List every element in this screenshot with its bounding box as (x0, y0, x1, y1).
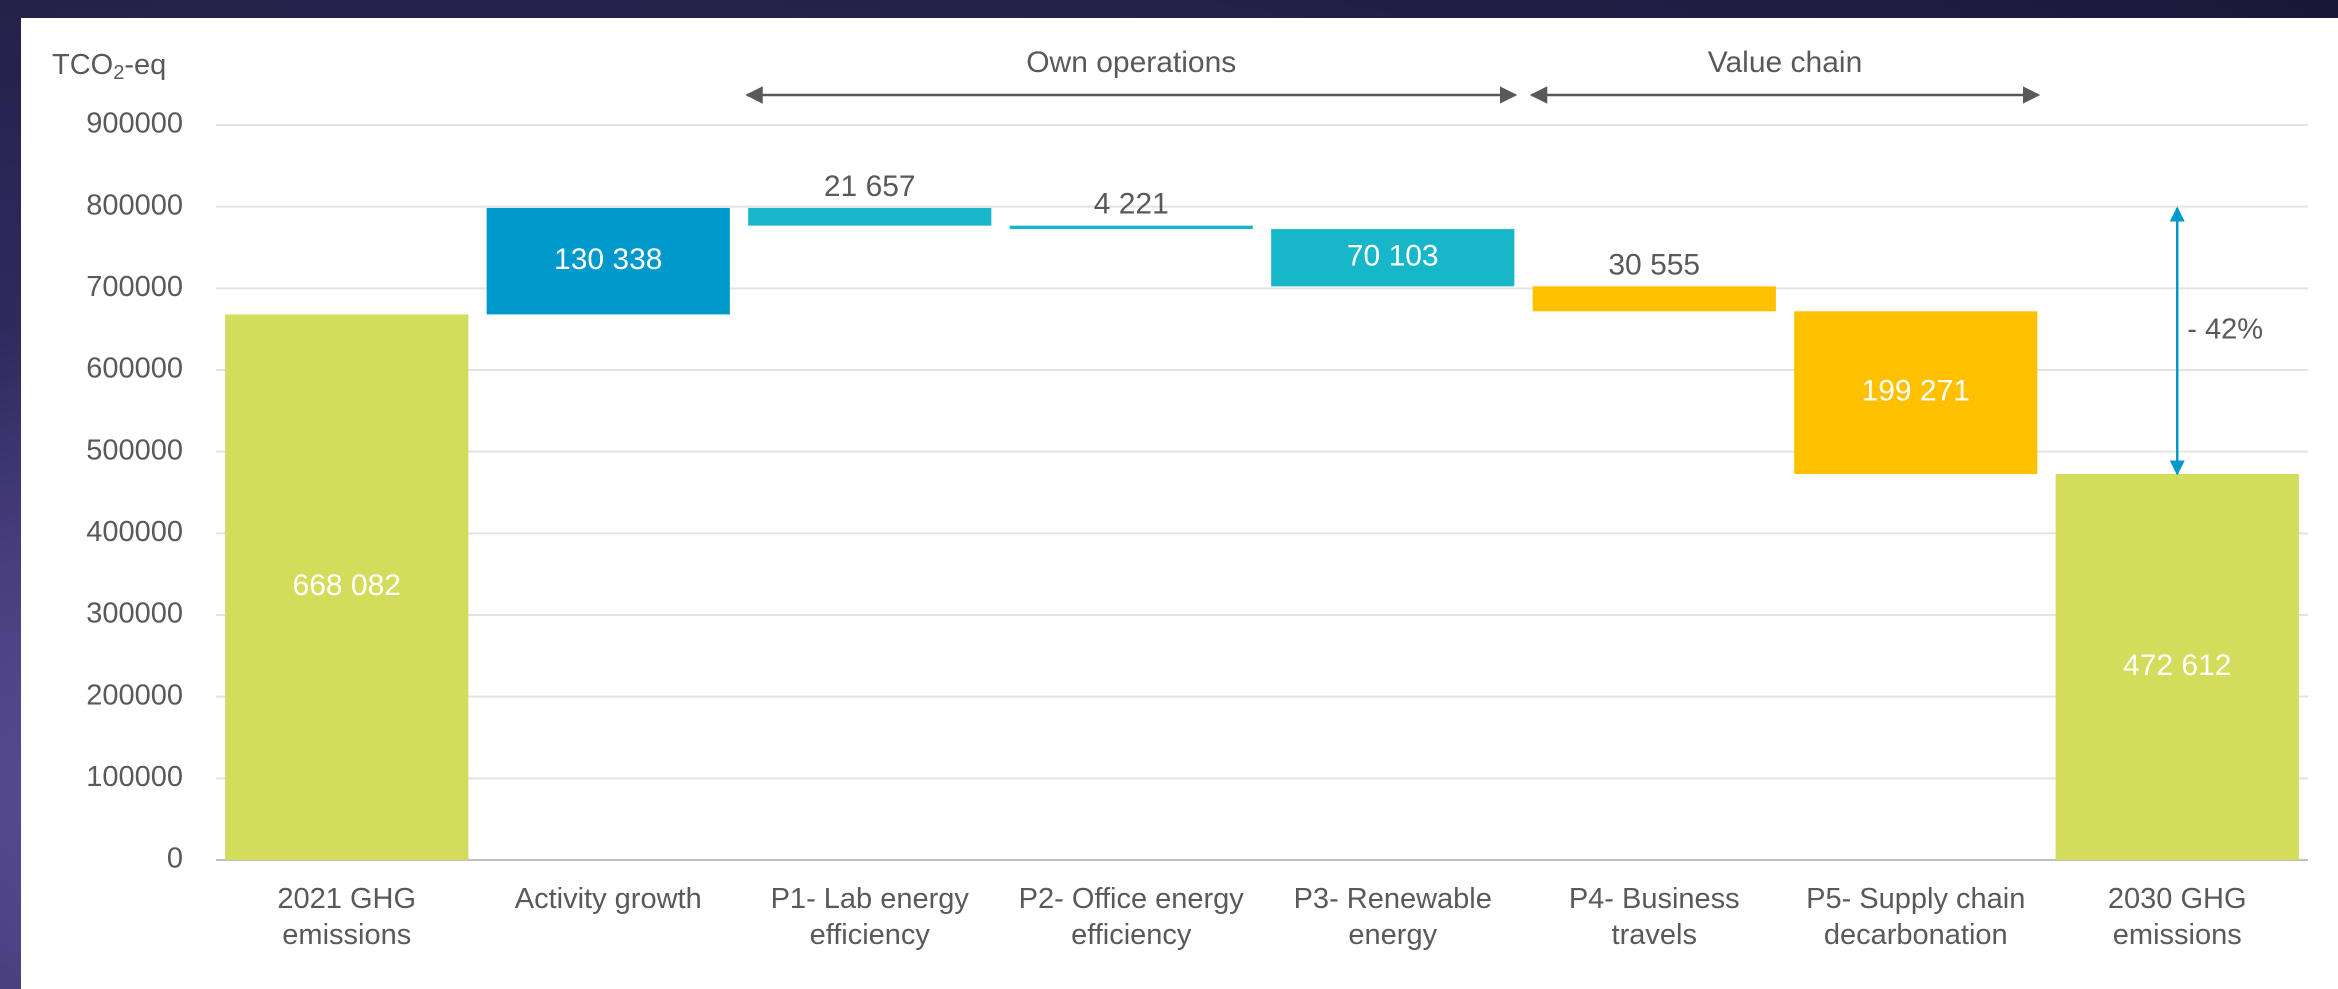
x-tick-line: energy (1348, 919, 1437, 951)
y-tick-label: 200000 (86, 679, 183, 711)
y-tick-label: 600000 (86, 353, 183, 385)
bar (225, 314, 469, 861)
bar (1532, 286, 1776, 312)
bar (1009, 225, 1253, 230)
y-tick-label: 500000 (86, 434, 183, 466)
y-tick-label: 400000 (86, 516, 183, 548)
group-label: Own operations (1026, 46, 1236, 79)
x-tick-label: P3- Renewable energy (1294, 883, 1492, 951)
y-label-main: TCO (52, 49, 113, 81)
x-tick-line: emissions (2113, 919, 2242, 951)
bar (2055, 474, 2299, 860)
x-tick-line: 2030 GHG (2108, 883, 2247, 915)
x-tick-line: emissions (282, 919, 411, 951)
x-tick-label: P4- Business travels (1569, 883, 1740, 951)
y-tick-label: 0 (167, 843, 183, 875)
y-tick-label: 900000 (86, 108, 183, 140)
value-label: 130 338 (554, 243, 662, 276)
bar (1794, 311, 2038, 475)
x-tick-line: P5- Supply chain (1806, 883, 2025, 915)
x-tick-label: P2- Office energy efficiency (1019, 883, 1245, 951)
x-tick-line: efficiency (810, 919, 931, 951)
value-label: 668 082 (293, 569, 401, 602)
bar (748, 207, 992, 226)
x-tick-label: 2021 GHG emissions (277, 883, 416, 951)
x-tick-line: P2- Office energy (1019, 883, 1245, 915)
y-tick-label: 700000 (86, 271, 183, 303)
x-tick-line: P1- Lab energy (771, 883, 970, 915)
x-tick-line: efficiency (1071, 919, 1192, 951)
y-tick-label: 300000 (86, 598, 183, 630)
value-label: 4 221 (1094, 188, 1169, 221)
y-tick-label: 800000 (86, 189, 183, 221)
x-tick-line: P4- Business (1569, 883, 1740, 915)
value-label: 472 612 (2123, 649, 2231, 682)
y-label-sub: 2 (113, 62, 124, 84)
x-tick-line: Activity growth (515, 883, 702, 915)
x-tick-label: P1- Lab energy efficiency (771, 883, 970, 951)
value-label: 21 657 (824, 170, 916, 203)
x-tick-label: P5- Supply chain decarbonation (1806, 883, 2025, 951)
y-axis-label: TCO2-eq (52, 49, 166, 85)
x-tick-line: P3- Renewable (1294, 883, 1492, 915)
value-label: 199 271 (1862, 375, 1970, 408)
reduction-label: - 42% (2187, 314, 2263, 346)
bar (1271, 229, 1515, 287)
value-label: 70 103 (1347, 240, 1439, 273)
y-tick-label: 100000 (86, 761, 183, 793)
x-tick-line: decarbonation (1824, 919, 2008, 951)
x-tick-line: 2021 GHG (277, 883, 416, 915)
x-tick-line: travels (1612, 919, 1697, 951)
bar (486, 207, 730, 315)
x-tick-label: Activity growth (515, 883, 702, 915)
value-label: 30 555 (1608, 248, 1700, 281)
group-label: Value chain (1708, 46, 1863, 79)
y-label-suffix: -eq (124, 49, 166, 81)
x-tick-label: 2030 GHG emissions (2108, 883, 2247, 951)
